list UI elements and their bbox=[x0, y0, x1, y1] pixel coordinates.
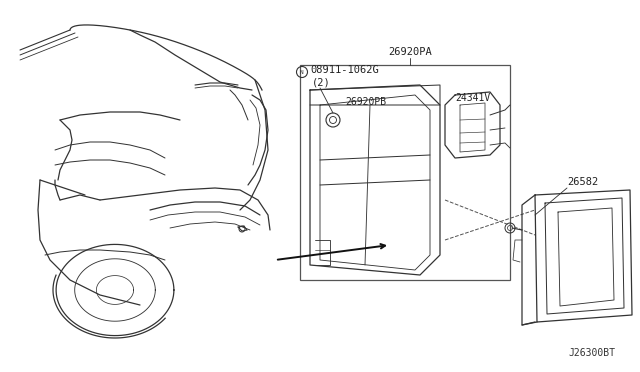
Text: J26300BT: J26300BT bbox=[568, 348, 615, 358]
Text: 24341V: 24341V bbox=[455, 93, 490, 103]
Bar bbox=[300, 65, 510, 280]
Text: 26582: 26582 bbox=[567, 177, 598, 187]
Text: (2): (2) bbox=[312, 77, 331, 87]
Text: 08911-1062G: 08911-1062G bbox=[310, 65, 379, 75]
Text: 26920PB: 26920PB bbox=[345, 97, 386, 107]
Text: N: N bbox=[300, 70, 304, 74]
Text: 26920PA: 26920PA bbox=[388, 47, 432, 57]
